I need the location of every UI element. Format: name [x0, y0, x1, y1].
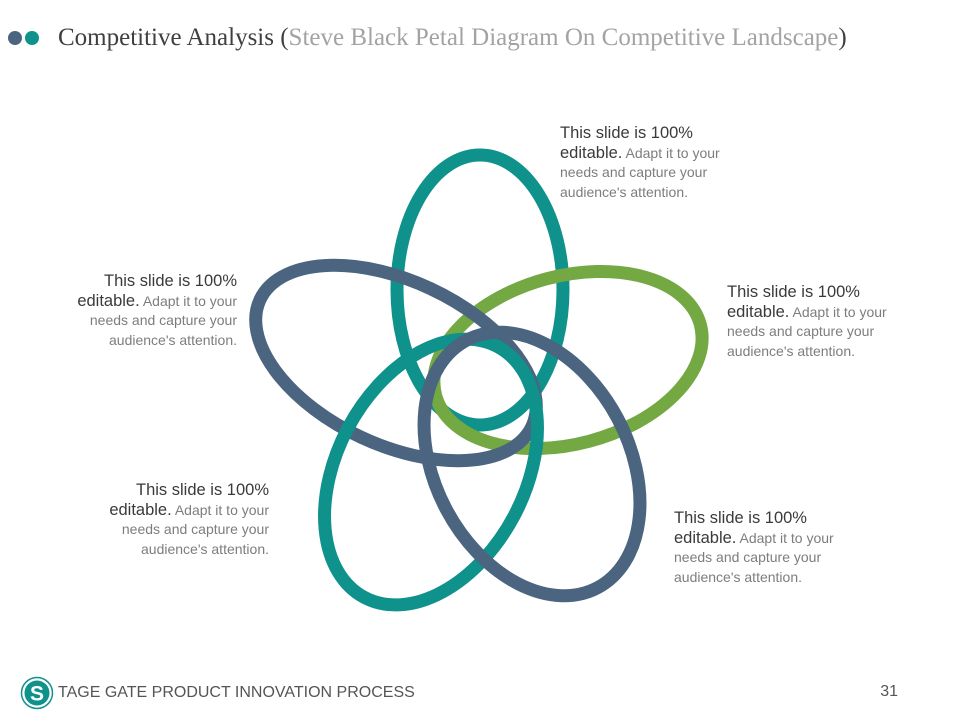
title-open-paren: ( [280, 24, 289, 51]
petal-body: Adapt it to your needs and capture your … [727, 303, 887, 359]
petal-heading: This slide is 100% editable. [77, 272, 237, 310]
petal-text-top: This slide is 100% editable. Adapt it to… [560, 124, 750, 202]
title-close-paren: ) [838, 24, 847, 51]
petal-text-left: This slide is 100% editable. Adapt it to… [47, 272, 237, 350]
slide-title: Competitive Analysis (Steve Black Petal … [58, 22, 847, 54]
title-main: Competitive Analysis [58, 24, 274, 51]
petal-heading: This slide is 100% editable. [727, 283, 860, 321]
page-number: 31 [880, 683, 898, 700]
teal-dot [25, 31, 39, 45]
petal-body: Adapt it to your needs and capture your … [560, 144, 720, 200]
petal-text-bottom-left: This slide is 100% editable. Adapt it to… [79, 481, 269, 559]
petal-bottom-right-slate [417, 325, 647, 603]
petal-text-right: This slide is 100% editable. Adapt it to… [727, 283, 917, 361]
logo-letter: S [30, 683, 44, 706]
petal-heading: This slide is 100% editable. [560, 124, 693, 162]
petal-heading: This slide is 100% editable. [109, 481, 269, 519]
stage-gate-logo: S [20, 676, 54, 710]
title-subtitle: Steve Black Petal Diagram On Competitive… [288, 24, 839, 51]
petal-right-green [427, 264, 709, 456]
petal-body: Adapt it to your needs and capture your … [89, 292, 237, 348]
petal-text-bottom-right: This slide is 100% editable. Adapt it to… [674, 509, 864, 587]
petal-body: Adapt it to your needs and capture your … [674, 529, 834, 585]
slate-dot [8, 31, 22, 45]
petal-heading: This slide is 100% editable. [674, 509, 807, 547]
footer-text: TAGE GATE PRODUCT INNOVATION PROCESS [58, 684, 415, 701]
petal-bottom-left-teal [318, 332, 544, 612]
title-bullet-dots [8, 31, 42, 45]
petal-top-teal [390, 148, 570, 432]
petal-body: Adapt it to your needs and capture your … [121, 501, 269, 557]
